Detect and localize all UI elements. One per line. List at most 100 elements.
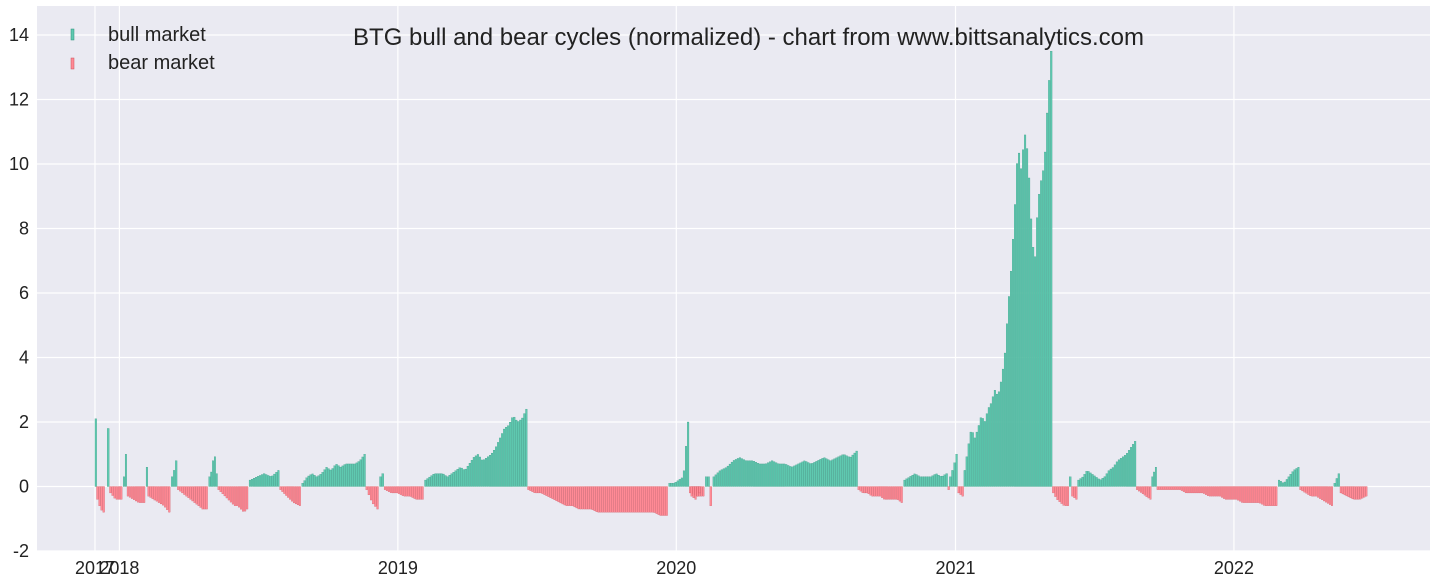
bear-bar bbox=[411, 486, 414, 498]
bull-bar bbox=[335, 464, 338, 487]
bear-bar bbox=[195, 486, 198, 505]
bull-bar bbox=[442, 473, 445, 487]
bull-bar bbox=[1012, 239, 1014, 487]
bull-bar bbox=[1289, 474, 1292, 487]
bull-bar bbox=[1097, 478, 1100, 487]
bull-bar bbox=[705, 476, 708, 487]
bear-bar bbox=[179, 486, 182, 492]
bull-bar bbox=[357, 461, 360, 487]
bull-bar bbox=[319, 474, 322, 487]
bull-bar bbox=[1278, 479, 1280, 487]
bull-bar bbox=[303, 480, 306, 487]
bull-bar bbox=[1046, 112, 1049, 487]
bear-bar bbox=[235, 486, 238, 506]
bear-bar bbox=[203, 486, 206, 510]
bull-bar bbox=[265, 474, 268, 487]
bear-bar bbox=[553, 486, 556, 500]
bull-bar bbox=[749, 460, 751, 487]
bull-bar bbox=[432, 473, 435, 487]
bull-bar bbox=[712, 476, 715, 487]
bull-bar bbox=[757, 463, 760, 487]
bear-bar bbox=[168, 486, 171, 513]
bull-bar bbox=[1115, 461, 1118, 487]
bear-bar bbox=[957, 486, 960, 494]
bear-bar bbox=[289, 486, 292, 500]
bull-bar bbox=[460, 467, 463, 487]
bull-bar bbox=[1089, 472, 1092, 487]
bear-bar bbox=[1188, 486, 1191, 494]
bear-bar bbox=[595, 486, 598, 512]
bull-bar bbox=[843, 454, 846, 487]
bull-bar bbox=[921, 476, 924, 487]
bull-bar bbox=[491, 452, 494, 487]
bull-bar bbox=[462, 469, 465, 487]
bull-bar bbox=[915, 474, 918, 487]
bear-bar bbox=[1172, 486, 1175, 490]
bear-bar bbox=[863, 486, 866, 494]
bull-bar bbox=[525, 408, 528, 487]
bull-bar bbox=[1091, 474, 1094, 487]
bear-bar bbox=[601, 486, 604, 513]
bull-bar bbox=[1048, 80, 1051, 487]
bull-bar bbox=[464, 468, 467, 487]
bear-bar bbox=[1345, 486, 1348, 497]
bull-bar bbox=[927, 476, 930, 487]
bear-bar bbox=[879, 486, 882, 497]
bull-bar bbox=[248, 479, 251, 487]
bear-bar bbox=[1213, 486, 1215, 497]
bear-bar bbox=[401, 486, 404, 496]
bear-bar bbox=[1164, 486, 1167, 490]
bear-bar bbox=[159, 486, 163, 505]
bear-bar bbox=[613, 486, 616, 513]
bull-bar bbox=[969, 431, 972, 487]
bear-bar bbox=[1299, 486, 1302, 490]
bear-bar bbox=[1174, 486, 1177, 490]
bear-bar bbox=[1347, 486, 1350, 498]
bear-bar bbox=[1259, 486, 1262, 504]
bull-bar bbox=[833, 458, 836, 487]
bull-bar bbox=[277, 470, 280, 487]
legend-bear-label: bear market bbox=[108, 52, 215, 74]
bull-bar bbox=[323, 469, 326, 487]
bull-bar bbox=[985, 413, 988, 487]
bear-bar bbox=[609, 486, 612, 513]
bull-bar bbox=[1024, 134, 1027, 487]
bear-bar bbox=[661, 486, 664, 516]
bull-bar bbox=[732, 460, 735, 487]
bear-bar bbox=[223, 486, 226, 497]
bull-bar bbox=[831, 459, 834, 487]
bear-bar bbox=[689, 486, 691, 494]
bear-bar bbox=[1194, 486, 1197, 494]
bear-bar bbox=[593, 486, 596, 511]
bull-bar bbox=[347, 463, 350, 487]
bear-bar bbox=[1325, 486, 1328, 503]
bear-bar bbox=[623, 486, 626, 513]
bull-bar bbox=[1132, 444, 1135, 487]
bear-bar bbox=[1225, 486, 1228, 500]
bear-bar bbox=[111, 486, 114, 496]
bear-bar bbox=[579, 486, 582, 510]
bear-bar bbox=[607, 486, 610, 513]
bear-bar bbox=[126, 486, 129, 497]
bull-bar bbox=[273, 473, 276, 487]
bull-bar bbox=[327, 468, 330, 487]
bear-bar bbox=[1231, 486, 1234, 500]
bear-bar bbox=[132, 486, 135, 500]
bear-bar bbox=[583, 486, 586, 510]
bear-bar bbox=[692, 486, 695, 498]
bull-bar bbox=[1014, 204, 1017, 487]
bull-bar bbox=[267, 475, 270, 487]
bear-bar bbox=[898, 486, 901, 502]
bull-bar bbox=[426, 478, 429, 487]
x-tick-label: 2020 bbox=[656, 558, 696, 578]
bear-bar bbox=[625, 486, 628, 513]
bull-bar bbox=[763, 463, 766, 487]
bull-bar bbox=[1095, 477, 1098, 487]
x-tick-label: 2017 bbox=[75, 558, 115, 578]
bull-bar bbox=[903, 479, 906, 487]
bear-bar bbox=[109, 486, 112, 494]
bull-bar bbox=[1126, 453, 1129, 487]
bear-bar bbox=[1245, 486, 1248, 503]
bear-bar bbox=[1327, 486, 1329, 504]
